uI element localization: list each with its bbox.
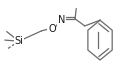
Text: O: O	[48, 24, 56, 34]
Text: N: N	[58, 15, 65, 25]
Text: Si: Si	[15, 36, 23, 46]
